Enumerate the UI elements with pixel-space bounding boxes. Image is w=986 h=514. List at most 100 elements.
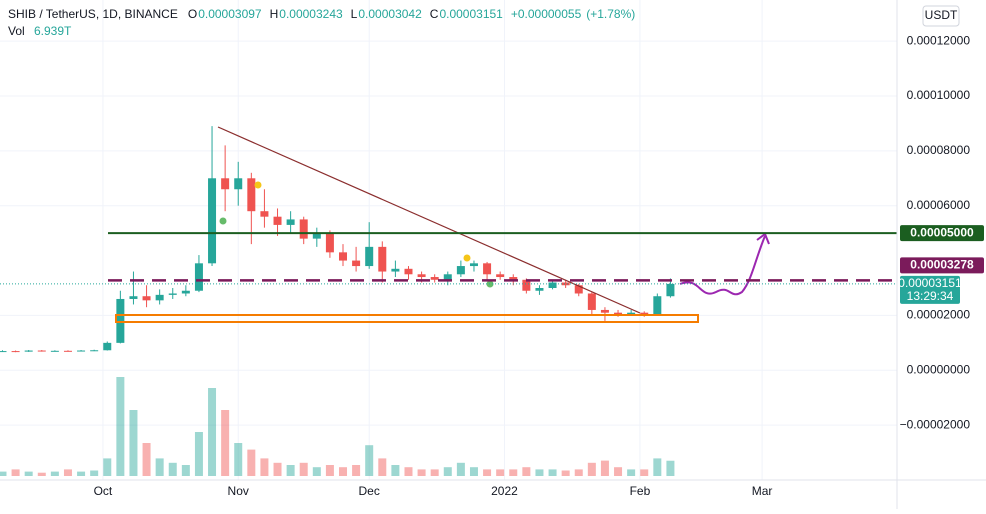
countdown: 13:29:34 bbox=[907, 289, 954, 303]
y-tick-label: 0.00000000 bbox=[907, 362, 971, 376]
volume-bar bbox=[208, 388, 217, 476]
volume-bar bbox=[469, 467, 478, 476]
trend-line bbox=[217, 126, 641, 314]
volume-bar bbox=[234, 443, 243, 476]
volume-bar bbox=[666, 460, 675, 476]
candle-body bbox=[587, 293, 596, 310]
volume-bar bbox=[443, 467, 452, 476]
candle-body bbox=[522, 279, 531, 291]
support-zone bbox=[115, 314, 699, 323]
level-label-box bbox=[900, 257, 984, 274]
x-tick-label: Nov bbox=[228, 484, 249, 498]
volume-bar bbox=[483, 469, 492, 476]
level-label-box bbox=[900, 225, 984, 242]
signal-dot bbox=[463, 254, 471, 262]
candle-body bbox=[286, 219, 295, 225]
candle-body bbox=[378, 246, 387, 272]
candle-body bbox=[273, 216, 282, 225]
volume-bar bbox=[352, 465, 361, 476]
candle-body bbox=[352, 260, 361, 267]
y-tick-label: 0.00006000 bbox=[907, 198, 971, 212]
volume-bar bbox=[273, 462, 282, 476]
currency-label[interactable]: USDT bbox=[925, 8, 958, 22]
ohlc-value: 0.00003042 bbox=[358, 7, 422, 21]
candle-body bbox=[509, 277, 518, 280]
candle-body bbox=[600, 309, 609, 313]
volume-bar bbox=[155, 458, 164, 476]
candle-body bbox=[496, 274, 505, 278]
candle-body bbox=[194, 263, 203, 291]
volume-bar bbox=[181, 465, 190, 476]
volume-bar bbox=[168, 462, 177, 476]
candle-body bbox=[181, 290, 190, 294]
volume-bar bbox=[247, 449, 256, 476]
volume-bar bbox=[600, 460, 609, 476]
projection-path bbox=[679, 235, 766, 296]
volume-layer bbox=[0, 377, 675, 476]
candle-layer bbox=[0, 126, 675, 353]
volume-bar bbox=[430, 469, 439, 476]
candle-body bbox=[63, 350, 72, 352]
volume-bar bbox=[142, 443, 151, 476]
volume-bar bbox=[640, 469, 649, 476]
candle-body bbox=[614, 312, 623, 315]
candle-body bbox=[365, 246, 374, 267]
candle-body bbox=[142, 296, 151, 301]
volume-bar bbox=[535, 469, 544, 476]
volume-bar bbox=[194, 432, 203, 476]
x-tick-label: Oct bbox=[94, 484, 113, 498]
candle-body bbox=[221, 178, 230, 190]
volume-bar bbox=[37, 472, 46, 476]
volume-bar bbox=[391, 465, 400, 476]
volume-bar bbox=[129, 410, 138, 476]
candle-body bbox=[11, 351, 20, 353]
signal-dot bbox=[219, 217, 227, 225]
y-tick-label: 0.00010000 bbox=[907, 88, 971, 102]
candle-body bbox=[168, 293, 177, 295]
candle-body bbox=[627, 312, 636, 315]
volume-bar bbox=[548, 469, 557, 476]
ohlc-value: 0.00003151 bbox=[439, 7, 503, 21]
volume-bar bbox=[50, 471, 59, 476]
last-price-box bbox=[900, 275, 960, 304]
change-value: +0.00000055 bbox=[511, 7, 582, 21]
candle-body bbox=[666, 283, 675, 297]
currency-button[interactable] bbox=[922, 5, 960, 27]
level-label: 0.00003278 bbox=[910, 258, 974, 272]
volume-bar bbox=[417, 469, 426, 476]
candle-body bbox=[37, 350, 46, 352]
volume-bar bbox=[509, 469, 518, 476]
volume-bar bbox=[90, 470, 99, 476]
candle-body bbox=[247, 178, 256, 212]
header: SHIB / TetherUS, 1D, BINANCE Vol 6.939T … bbox=[8, 7, 635, 38]
candle-body bbox=[116, 298, 125, 343]
volume-value: 6.939T bbox=[34, 24, 72, 38]
candle-body bbox=[574, 285, 583, 294]
candle-body bbox=[208, 178, 217, 264]
candle-body bbox=[535, 288, 544, 291]
volume-bar bbox=[260, 458, 269, 476]
candle-body bbox=[469, 263, 478, 267]
y-tick-label: −0.00002000 bbox=[900, 417, 971, 431]
candle-body bbox=[0, 351, 7, 353]
ohlc-key: C bbox=[430, 7, 439, 21]
volume-bar bbox=[587, 462, 596, 476]
x-tick-label: Feb bbox=[630, 484, 651, 498]
candle-body bbox=[312, 233, 321, 239]
volume-bar bbox=[325, 465, 334, 476]
candle-body bbox=[404, 268, 413, 275]
candle-body bbox=[299, 219, 308, 239]
change-percent: (+1.78%) bbox=[586, 7, 635, 21]
candle-body bbox=[443, 274, 452, 280]
candle-body bbox=[234, 178, 243, 190]
volume-bar bbox=[561, 470, 570, 476]
symbol-title: SHIB / TetherUS, 1D, BINANCE bbox=[8, 7, 178, 21]
volume-bar bbox=[77, 471, 86, 476]
volume-bar bbox=[653, 458, 662, 476]
ohlc-key: O bbox=[188, 7, 197, 21]
volume-bar bbox=[312, 467, 321, 476]
volume-bar bbox=[11, 469, 20, 476]
ohlc-value: 0.00003097 bbox=[198, 7, 262, 21]
